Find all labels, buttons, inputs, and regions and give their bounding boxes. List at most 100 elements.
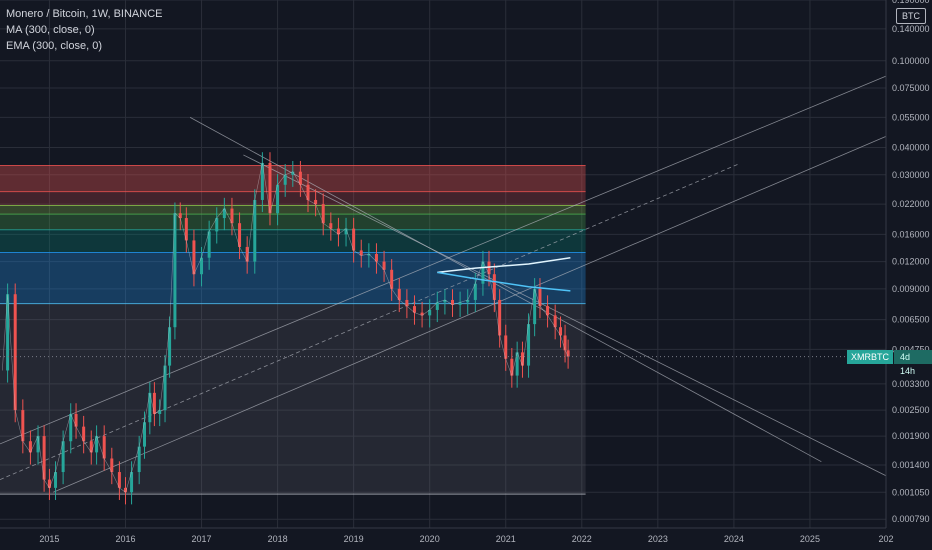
- candle-body: [230, 208, 234, 224]
- price-tick-label: 0.001400: [892, 460, 930, 470]
- trend-line[interactable]: [53, 136, 887, 493]
- candle-body: [481, 261, 485, 284]
- candle-body: [36, 436, 40, 453]
- candle-body: [82, 426, 86, 442]
- last-price-label: XMRBTC 4d 14h: [847, 350, 932, 376]
- candle-body: [306, 184, 310, 200]
- candle-body: [487, 261, 491, 275]
- candle-body: [163, 365, 167, 411]
- price-tick-label: 0.012000: [892, 257, 930, 267]
- candle-body: [215, 218, 219, 232]
- ema-line[interactable]: [437, 271, 571, 292]
- candle-body: [47, 479, 51, 488]
- chart-legend: Monero / Bitcoin, 1W, BINANCE MA (300, c…: [6, 6, 163, 54]
- candle-body: [538, 288, 542, 307]
- candle-body: [466, 299, 470, 303]
- bar-countdown: 4d 14h: [894, 350, 932, 376]
- price-tick-label: 0.140000: [892, 24, 930, 34]
- ma-line[interactable]: [437, 256, 571, 274]
- candle-body: [510, 358, 514, 376]
- price-tick-label: 0.190000: [892, 0, 930, 5]
- price-tick-label: 0.002500: [892, 405, 930, 415]
- fib-band: [0, 252, 586, 304]
- trend-line[interactable]: [243, 154, 887, 477]
- candle-body: [412, 306, 416, 313]
- candle-body: [158, 410, 162, 414]
- time-axis-bg[interactable]: [0, 528, 932, 550]
- candle-body: [374, 253, 378, 262]
- candle-body: [367, 253, 371, 256]
- currency-unit-badge[interactable]: BTC: [896, 8, 926, 24]
- fib-band: [0, 303, 586, 495]
- price-tick-label: 0.022000: [892, 199, 930, 209]
- candle-body: [473, 283, 477, 300]
- candle-body: [200, 257, 204, 275]
- candle-body: [563, 335, 567, 351]
- candle-body: [178, 213, 182, 219]
- candle-body: [245, 246, 249, 262]
- price-tick-label: 0.004750: [892, 344, 930, 354]
- price-axis-bg[interactable]: [886, 0, 932, 550]
- year-tick-label: 2025: [800, 534, 820, 544]
- candle-body: [359, 250, 363, 256]
- candle-body: [268, 162, 272, 214]
- candle-body: [451, 299, 455, 305]
- candle-body: [314, 199, 318, 205]
- candle-body: [458, 302, 462, 305]
- candle-body: [283, 174, 287, 185]
- price-tick-label: 0.055000: [892, 112, 930, 122]
- candle-body: [142, 422, 146, 447]
- candle-body: [61, 441, 65, 473]
- candle-body: [168, 327, 172, 366]
- candle-body: [566, 350, 570, 357]
- candle-body: [238, 223, 242, 247]
- candle-body: [13, 294, 17, 411]
- candle-body: [504, 335, 508, 359]
- candle-body: [42, 436, 46, 480]
- candle-body: [515, 352, 519, 376]
- year-tick-label: 2019: [344, 534, 364, 544]
- year-tick-label: 2015: [39, 534, 59, 544]
- candle-body: [123, 487, 127, 493]
- price-tick-label: 0.006500: [892, 315, 930, 325]
- ma-indicator-label[interactable]: MA (300, close, 0): [6, 24, 95, 36]
- candle-body: [344, 228, 348, 235]
- median-line[interactable]: [0, 163, 738, 480]
- price-tick-label: 0.001900: [892, 431, 930, 441]
- candle-body: [321, 204, 325, 224]
- price-tick-label: 0.001050: [892, 487, 930, 497]
- trend-line[interactable]: [189, 117, 822, 463]
- candle-body: [352, 228, 356, 251]
- year-tick-label: 2022: [572, 534, 592, 544]
- candle-body: [405, 299, 409, 307]
- candle-body: [173, 213, 177, 328]
- candle-body: [21, 410, 25, 442]
- price-tick-label: 0.075000: [892, 83, 930, 93]
- price-path: [2, 162, 569, 493]
- candle-body: [291, 171, 295, 175]
- fib-band: [0, 214, 586, 230]
- candle-body: [260, 162, 264, 200]
- candle-body: [276, 184, 280, 214]
- candle-body: [192, 240, 196, 275]
- price-tick-label: 0.000790: [892, 514, 930, 524]
- year-tick-label: 2021: [496, 534, 516, 544]
- candle-body: [95, 436, 99, 453]
- candle-body: [329, 223, 333, 229]
- fib-band: [0, 191, 586, 206]
- candle-body: [520, 352, 524, 366]
- year-tick-label: 2024: [724, 534, 744, 544]
- year-tick-label: 2020: [420, 534, 440, 544]
- candle-body: [89, 441, 93, 453]
- candle-body: [397, 288, 401, 300]
- fib-band: [0, 205, 586, 215]
- trend-line[interactable]: [0, 75, 887, 445]
- candle-body: [558, 327, 562, 336]
- candle-body: [184, 218, 188, 241]
- candle-body: [533, 288, 537, 325]
- candle-body: [152, 392, 156, 414]
- candle-body: [492, 274, 496, 300]
- ema-indicator-label[interactable]: EMA (300, close, 0): [6, 40, 102, 52]
- candle-body: [74, 413, 78, 427]
